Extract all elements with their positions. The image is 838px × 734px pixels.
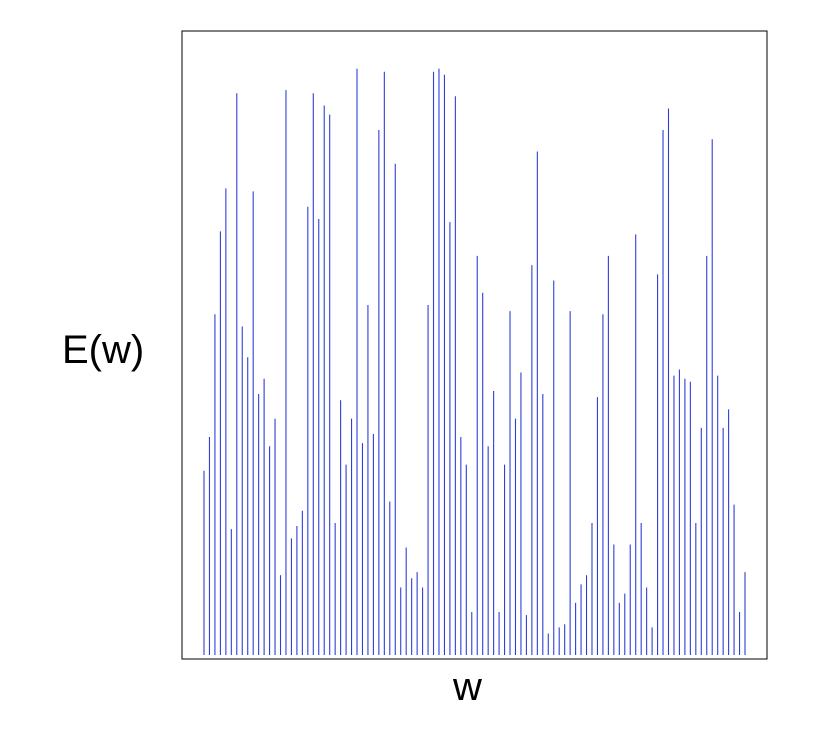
x-axis-label: w bbox=[453, 665, 482, 709]
stem-series bbox=[203, 68, 746, 655]
y-axis-label: E(w) bbox=[62, 328, 145, 372]
plot-frame bbox=[181, 30, 768, 660]
